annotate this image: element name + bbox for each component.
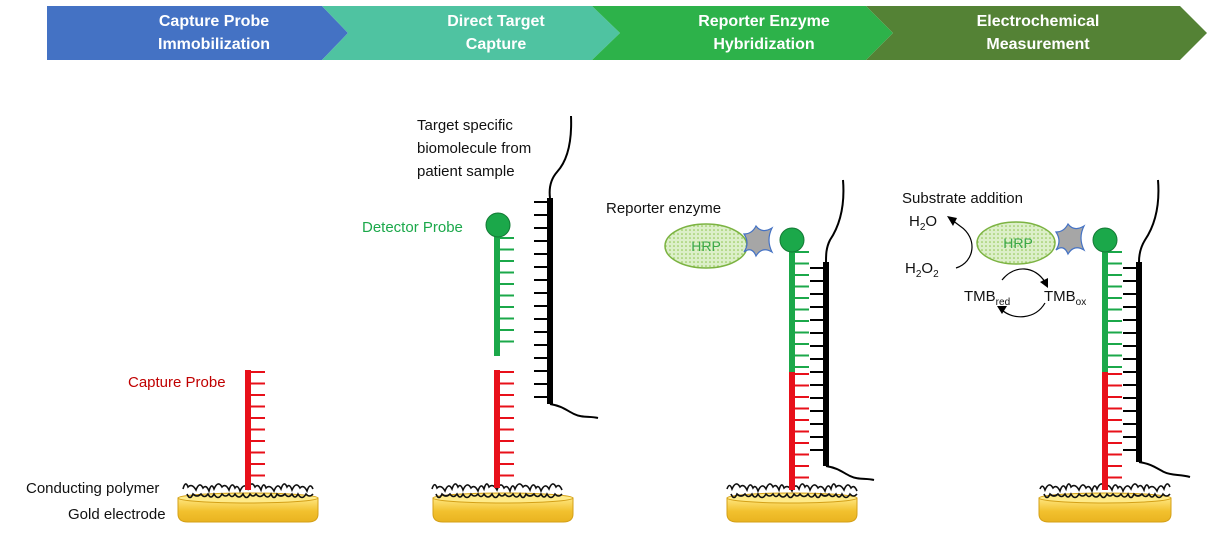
- h2o2-to-h2o-arrow: [951, 219, 973, 269]
- capture-probe-4: [1102, 372, 1122, 490]
- polymer-strand: [435, 492, 563, 499]
- polymer-strand: [431, 483, 563, 494]
- gold-electrode-3-top: [726, 492, 858, 504]
- gold-electrode-1: [177, 497, 319, 523]
- step-4-title-line2: Measurement: [986, 36, 1090, 53]
- streptavidin-connector-4: [1054, 222, 1086, 256]
- step-2-title-line1: Direct Target: [447, 13, 545, 30]
- step-1-chevron: [47, 6, 348, 60]
- tmb-red-label: TMBred: [964, 288, 1010, 308]
- gold-electrode-label: Gold electrode: [68, 506, 166, 523]
- electrode-panel-4: [1038, 483, 1172, 523]
- target-label-line1: Target specific: [417, 117, 513, 134]
- gold-electrode-3: [726, 497, 858, 523]
- conducting-polymer-label: Conducting polymer: [26, 480, 159, 497]
- step-4-chevron: [866, 6, 1207, 60]
- hrp-label-3: HRP: [691, 238, 721, 254]
- detector-probe-label: Detector Probe: [362, 219, 463, 236]
- tmb-oxidation-arrow: [1001, 268, 1046, 283]
- target-strand-3: [823, 179, 875, 481]
- gold-electrode-2: [432, 497, 574, 523]
- hrp-label-4: HRP: [1003, 235, 1033, 251]
- substrate-addition-label: Substrate addition: [902, 190, 1023, 207]
- target-label-line2: biomolecule from: [417, 140, 531, 157]
- step-3-title-line1: Reporter Enzyme: [698, 13, 830, 30]
- target-strand-4: [1136, 179, 1191, 478]
- step-banner: Capture Probe Immobilization Direct Targ…: [47, 6, 1207, 60]
- target-label-line3: patient sample: [417, 163, 515, 180]
- step-4-title-line1: Electrochemical: [977, 13, 1100, 30]
- capture-probe-3: [789, 372, 809, 490]
- tmb-ox-arrowhead: [1040, 278, 1048, 288]
- capture-probe-2: [494, 370, 514, 488]
- detector-probe-head-4: [1092, 227, 1118, 253]
- detector-probe-2: [494, 236, 514, 356]
- step-3-title-line2: Hybridization: [713, 36, 814, 53]
- gold-electrode-2-top: [432, 492, 574, 504]
- target-strand-2-foot: [549, 403, 599, 419]
- step-3-chevron: [592, 6, 893, 60]
- h2o-label: H2O: [909, 213, 937, 233]
- tmb-reduction-arrow: [1001, 302, 1046, 318]
- conducting-polymer-3: [726, 483, 858, 499]
- polymer-strand: [726, 483, 858, 494]
- detector-probe-head-2: [485, 212, 511, 238]
- detector-probe-head-3: [779, 227, 805, 253]
- step-2-chevron: [322, 6, 620, 60]
- tmb-ox-label: TMBox: [1044, 288, 1086, 308]
- step-2-title-line2: Capture: [466, 36, 527, 53]
- polymer-strand: [186, 492, 314, 499]
- target-strand-4-foot: [1138, 461, 1191, 478]
- target-strand-3-tail: [825, 179, 845, 263]
- h2o2-label: H2O2: [905, 260, 939, 280]
- target-strand-4-tail: [1138, 179, 1160, 263]
- capture-probe-label: Capture Probe: [128, 374, 226, 391]
- capture-probe-1: [245, 370, 265, 490]
- h2o-arrowhead: [947, 216, 957, 226]
- polymer-strand: [1043, 492, 1171, 499]
- detector-probe-4: [1102, 250, 1122, 372]
- hrp-enzyme-4: [976, 221, 1056, 265]
- hrp-complex-4: HRP: [976, 221, 1086, 265]
- detector-probe-3: [789, 250, 809, 372]
- target-strand-2-tail: [548, 115, 573, 199]
- reaction-arrows: [947, 216, 1048, 318]
- conducting-polymer-2: [431, 483, 563, 499]
- electrode-panel-3: [726, 483, 858, 523]
- reporter-enzyme-label: Reporter enzyme: [606, 200, 721, 217]
- gold-electrode-4: [1038, 497, 1172, 523]
- tmb-red-arrowhead: [997, 306, 1007, 314]
- hrp-complex-3: HRP: [664, 223, 774, 269]
- step-1-title-line2: Immobilization: [158, 36, 270, 53]
- streptavidin-connector-3: [742, 224, 774, 258]
- target-strand-2: [547, 115, 599, 419]
- electrode-panel-2: [431, 483, 574, 523]
- step-1-title-line1: Capture Probe: [159, 13, 269, 30]
- target-strand-3-foot: [825, 465, 875, 481]
- polymer-strand: [730, 492, 858, 499]
